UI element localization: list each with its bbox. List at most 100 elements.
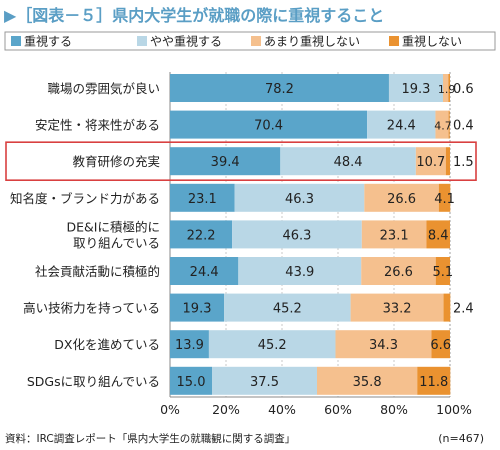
data-label: 23.1 <box>188 192 217 207</box>
legend-label: あまり重視しない <box>264 34 360 49</box>
bar-segment <box>170 110 368 139</box>
data-label: 5.1 <box>433 265 454 280</box>
bar-segment <box>431 330 450 359</box>
sample-size: (n=467) <box>438 432 484 445</box>
data-label: 24.4 <box>387 119 416 134</box>
data-label: 70.4 <box>254 119 283 134</box>
data-label: 1.9 <box>438 83 456 96</box>
source-note: 資料：IRC調査レポート「県内大学生の就職観に関する調査」 <box>5 432 295 445</box>
bar-segment <box>361 220 427 249</box>
data-label: 8.4 <box>428 228 449 243</box>
bar-segment <box>350 293 444 322</box>
bar-segment <box>170 366 212 395</box>
bar-segment <box>170 257 239 285</box>
data-label: 2.4 <box>453 302 474 317</box>
legend-label: 重視しない <box>402 34 462 49</box>
data-label: 37.5 <box>250 375 279 390</box>
data-label: 26.6 <box>387 192 416 207</box>
category-label: 職場の雰囲気が良い <box>47 81 160 96</box>
data-label: 43.9 <box>285 265 314 280</box>
bar-segment <box>280 147 416 176</box>
bar-segment <box>448 110 450 139</box>
category-label: SDGsに取り組んでいる <box>27 374 160 389</box>
legend-swatch <box>389 36 399 46</box>
legend-swatch <box>11 36 21 46</box>
data-label: 45.2 <box>258 338 287 353</box>
bar-segment <box>170 220 233 249</box>
data-label: 19.3 <box>402 82 431 97</box>
x-tick-label: 60% <box>324 402 352 417</box>
data-label: 1.5 <box>453 155 474 170</box>
category-label: DE&Iに積極的に <box>67 219 160 234</box>
category-label: DX化を進めている <box>54 337 160 352</box>
category-label: 安定性・将来性がある <box>35 118 160 133</box>
bar-segment <box>170 183 235 212</box>
category-label: 教育研修の充実 <box>72 154 160 169</box>
data-label: 10.7 <box>416 155 445 170</box>
data-label: 34.3 <box>369 338 398 353</box>
data-label: 39.4 <box>211 155 240 170</box>
bar-segment <box>435 110 449 139</box>
data-label: 22.2 <box>187 228 216 243</box>
data-label: 24.4 <box>190 265 219 280</box>
x-tick-label: 80% <box>380 402 408 417</box>
bar-segment <box>361 257 436 285</box>
bar-segment <box>234 183 365 212</box>
legend-swatch <box>137 36 147 46</box>
data-label: 78.2 <box>265 82 294 97</box>
data-label: 6.6 <box>430 338 451 353</box>
data-label: 33.2 <box>383 302 412 317</box>
data-label: 11.8 <box>419 375 448 390</box>
bar-segment <box>448 74 450 102</box>
data-label: 0.6 <box>453 82 474 97</box>
legend-label: やや重視する <box>150 34 222 49</box>
bar-segment <box>415 147 446 176</box>
data-label: 26.6 <box>384 265 413 280</box>
x-tick-label: 20% <box>212 402 240 417</box>
bar-segment <box>170 293 225 322</box>
category-label: 高い技術力を持っている <box>23 301 160 316</box>
bar-segment <box>170 147 281 176</box>
bar-segment <box>417 366 451 395</box>
category-label: 社会貢献活動に積極的 <box>35 264 160 279</box>
legend-label: 重視する <box>24 34 72 49</box>
category-label: 知名度・ブランド力がある <box>10 191 160 206</box>
bars: 78.2 19.3 1.90.6 70.4 24.4 4.7 0.4 39.4 48.4 10.7… <box>170 74 474 395</box>
data-label: 4.1 <box>434 192 455 207</box>
bar-segment <box>435 257 450 285</box>
bar-segment <box>364 183 439 212</box>
data-label: 15.0 <box>177 375 206 390</box>
bar-segment <box>212 366 317 395</box>
data-label: 46.3 <box>283 228 312 243</box>
data-label: 23.1 <box>380 228 409 243</box>
data-label: 13.9 <box>175 338 204 353</box>
bar-segment <box>335 330 432 359</box>
data-label: 4.7 <box>434 120 452 133</box>
bar-segment <box>238 257 362 285</box>
legend-swatch <box>251 36 261 46</box>
bar-segment <box>443 293 451 322</box>
legend: 重視する やや重視する あまり重視しない 重視しない <box>4 31 496 51</box>
data-label: 48.4 <box>334 155 363 170</box>
bar-segment <box>426 220 450 249</box>
bar-segment <box>438 183 451 212</box>
data-label: 46.3 <box>285 192 314 207</box>
bar-segment <box>443 74 449 102</box>
bar-segment <box>367 110 436 139</box>
data-label: 19.3 <box>183 302 212 317</box>
x-tick-label: 0% <box>160 402 180 417</box>
bar-segment <box>170 330 209 359</box>
data-label: 35.8 <box>353 375 382 390</box>
bar-segment <box>232 220 362 249</box>
data-label: 0.4 <box>453 119 474 134</box>
bar-segment <box>224 293 351 322</box>
x-tick-label: 100% <box>436 402 472 417</box>
chart-title: ▶［図表－５］県内大学生が就職の際に重視すること <box>4 6 384 25</box>
highlight-box <box>5 141 477 181</box>
bar-segment <box>208 330 336 359</box>
bar-segment <box>170 74 389 102</box>
bar-segment <box>388 74 443 102</box>
x-axis-ticks: 0% 20% 40% 60% 80% 100% <box>160 402 472 417</box>
